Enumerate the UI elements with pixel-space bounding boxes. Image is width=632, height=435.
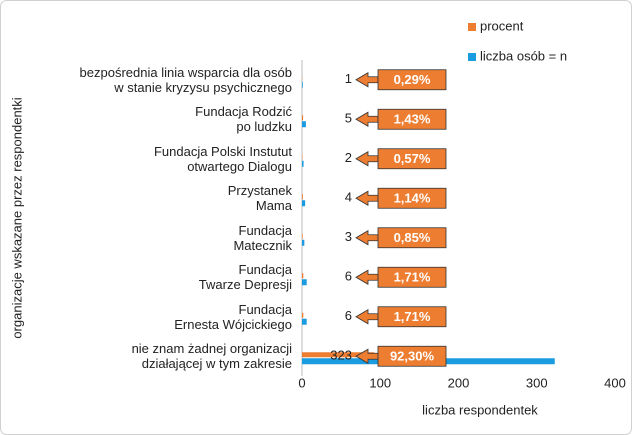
- bar: [302, 121, 306, 128]
- x-tick-label: 300: [526, 375, 548, 390]
- y-tick-label: Przystanek Mama: [227, 183, 292, 214]
- data-label: 4: [345, 190, 352, 205]
- x-axis-title: liczba respondentek: [422, 402, 538, 417]
- bar: [302, 318, 307, 325]
- data-label: 92,30%: [390, 349, 435, 364]
- callout-box: [377, 69, 447, 91]
- bar: [302, 81, 303, 88]
- data-label: 323: [330, 348, 352, 363]
- data-label: 1,71%: [394, 309, 431, 324]
- data-label: 0,85%: [394, 230, 431, 245]
- x-tick-label: 400: [604, 375, 626, 390]
- data-label: 3: [345, 229, 352, 244]
- y-axis-title: organizacje wskazane przez respondentki: [9, 97, 24, 338]
- data-label: 1,14%: [394, 191, 431, 206]
- x-tick-label: 100: [369, 375, 391, 390]
- y-tick-label: bezpośrednia linia wsparcia dla osób w s…: [79, 64, 292, 95]
- bar: [302, 273, 304, 279]
- data-label: 1,43%: [394, 112, 431, 127]
- data-label: 0,57%: [394, 151, 431, 166]
- callout-box: [377, 187, 447, 209]
- y-tick-label: nie znam żadnej organizacji działającej …: [131, 341, 292, 372]
- data-label: 2: [345, 150, 352, 165]
- legend-swatch: [468, 53, 476, 61]
- x-tick-label: 200: [448, 375, 470, 390]
- bar: [302, 239, 305, 246]
- bar: [302, 233, 303, 239]
- data-label: 1,71%: [394, 270, 431, 285]
- callout-box: [377, 345, 447, 367]
- legend-label: procent: [480, 18, 524, 33]
- y-tick-label: Fundacja Ernesta Wójcickiego: [174, 301, 292, 332]
- y-tick-label: Fundacja Rodzić po ludzku: [195, 104, 292, 135]
- y-tick-label: Fundacja Polski Instutut otwartego Dialo…: [153, 143, 292, 174]
- data-label: 6: [345, 269, 352, 284]
- legend-label: liczba osób = n: [480, 48, 567, 63]
- y-tick-label: Fundacja Matecznik: [233, 222, 292, 253]
- y-tick-label: Fundacja Twarze Depresji: [198, 262, 292, 293]
- data-label: 5: [345, 111, 352, 126]
- callout-box: [377, 266, 447, 288]
- bar: [302, 279, 307, 286]
- bar: [302, 115, 304, 121]
- bar: [302, 352, 375, 358]
- bar: [302, 194, 303, 200]
- callout-box: [377, 227, 447, 249]
- legend-swatch: [468, 23, 476, 31]
- callout-box: [377, 148, 447, 170]
- bar: [302, 160, 304, 167]
- bar: [302, 312, 304, 318]
- callout-box: [377, 108, 447, 130]
- data-label: 6: [345, 308, 352, 323]
- bar: [302, 200, 306, 207]
- x-tick-label: 0: [298, 375, 305, 390]
- data-label: 1: [345, 71, 352, 86]
- data-label: 0,29%: [394, 72, 431, 87]
- callout-box: [377, 306, 447, 328]
